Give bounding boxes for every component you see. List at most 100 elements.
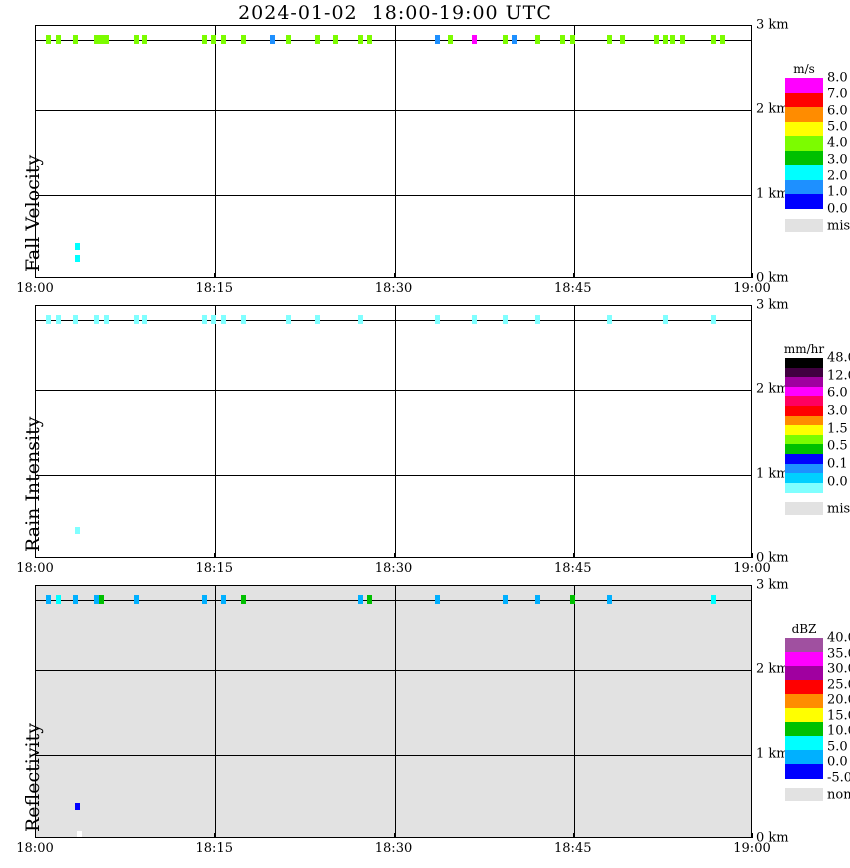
x-tick-label: 18:15 [195,841,233,856]
y-tick-label: 3 km [756,297,789,313]
data-cell [72,315,78,325]
data-cell [435,595,441,605]
colorbar-tick-label: 35.0 [827,646,850,662]
data-cell [472,315,478,325]
colorbar-band [785,680,823,695]
x-tick [752,553,753,558]
panel-fall-velocity [35,25,752,278]
data-cell [503,595,509,605]
x-tick [214,833,216,838]
gridline-horizontal [36,670,751,672]
gridline-vertical [215,306,217,557]
gridline-echo-top [36,320,751,321]
x-tick [214,273,216,278]
data-cell [435,315,441,325]
colorbar-tick-label: 0.5 [827,438,848,454]
y-axis-title-rain-intensity: Rain Intensity [22,416,44,552]
data-cell [653,35,659,45]
x-tick-label: 18:00 [16,841,54,856]
gridline-echo-top [36,40,751,41]
data-cell [56,315,62,325]
x-tick [752,833,753,838]
data-cell [133,315,139,325]
colorbar-band [785,425,823,436]
y-axis-title-reflectivity: Reflectivity [22,723,44,832]
data-cell [103,35,109,45]
data-cell [201,35,207,45]
data-cell [314,315,320,325]
data-cell [620,35,625,45]
colorbar-tick-label: 0.1 [827,456,848,472]
data-cell [72,35,78,45]
panel-reflectivity [35,585,752,838]
data-cell [56,35,62,45]
colorbar-tick-label: 6.0 [827,385,848,401]
plot-area-fall-velocity [36,26,751,277]
gridline-horizontal [36,474,751,476]
data-cell [75,527,81,535]
data-cell [45,35,51,45]
data-cell [680,35,686,45]
x-tick-label: 18:30 [374,281,413,296]
y-tick-label: 0 km [756,550,789,566]
y-tick-label: 2 km [756,101,789,117]
data-cell [45,315,51,325]
colorbar-band [785,482,823,493]
colorbar-band [785,454,823,465]
gridline-echo-top [36,600,751,601]
x-tick-label: 18:30 [374,561,413,576]
plot-area-reflectivity [36,586,751,837]
data-cell [201,315,207,325]
y-tick-label: 3 km [756,577,789,593]
colorbar-band [785,377,823,388]
data-cell [357,315,363,325]
data-cell [56,595,62,605]
data-cell [711,315,717,325]
gridline-vertical [215,586,217,837]
data-cell [711,35,717,45]
data-cell [201,595,207,605]
colorbar-band [785,367,823,378]
data-cell [569,595,575,605]
gridline-horizontal [36,194,751,196]
data-cell [241,595,247,605]
data-cell [75,803,81,810]
colorbar-band [785,652,823,667]
x-tick [393,833,395,838]
y-tick-label: 2 km [756,661,789,677]
colorbar-tick-label: 15.0 [827,708,850,724]
gridline-vertical [215,26,217,277]
data-cell [99,595,105,605]
data-cell [569,35,575,45]
colorbar-band [785,179,823,195]
colorbar-band [785,165,823,181]
data-cell [94,315,100,325]
data-cell [285,35,291,45]
x-tick-label: 18:45 [554,281,592,296]
x-tick [393,553,395,558]
colorbar-tick-label: 20.0 [827,692,850,708]
colorbar-tick-label: 0.0 [827,474,848,490]
x-tick [35,833,36,838]
colorbar-band [785,473,823,484]
data-cell [314,35,320,45]
data-cell [720,35,726,45]
data-cell [94,35,100,45]
colorbar-tick-label: 40.0 [827,630,850,646]
data-cell [75,255,81,263]
colorbar-band [785,666,823,681]
gridline-vertical [394,306,396,557]
colorbar-tick-label: 5.0 [827,119,848,135]
colorbar-tick-label: 48.0 [827,350,850,366]
colorbar-tick-label: 4.0 [827,135,848,151]
x-tick [393,273,395,278]
data-cell [503,315,509,325]
data-cell [99,35,105,45]
x-tick-label: 18:15 [195,281,233,296]
colorbar-band [785,434,823,445]
data-cell [72,595,78,605]
colorbar-tick-label: 30.0 [827,661,850,677]
colorbar-band [785,444,823,455]
gridline-horizontal [36,110,751,112]
data-cell [435,35,441,45]
